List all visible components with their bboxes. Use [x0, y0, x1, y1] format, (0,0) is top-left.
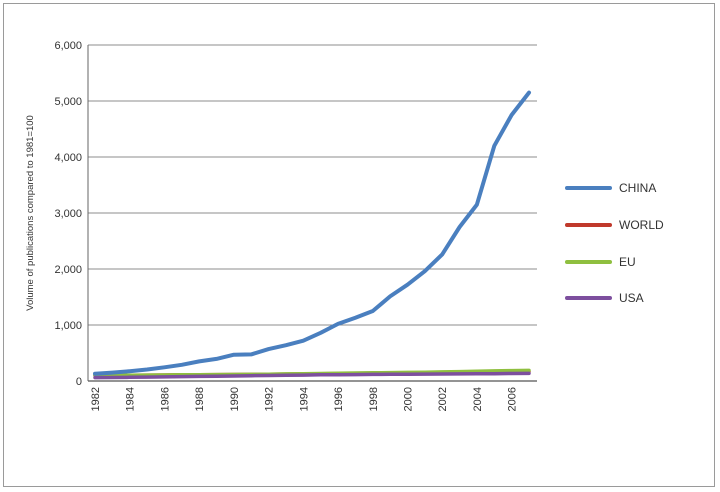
legend: CHINA WORLD EU USA — [565, 181, 664, 305]
y-tick-label: 5,000 — [54, 96, 82, 108]
x-tick-label: 1990 — [229, 387, 241, 411]
x-tick-label: 2000 — [402, 387, 414, 411]
x-tick-label: 2006 — [507, 387, 519, 411]
legend-label-eu: EU — [619, 255, 636, 269]
legend-label-usa: USA — [619, 291, 644, 305]
y-tick-label: 0 — [76, 376, 82, 388]
y-axis-label: Volume of publications compared to 1981=… — [25, 115, 36, 311]
series-line-usa — [93, 371, 531, 380]
x-tick-label: 2004 — [472, 387, 484, 411]
x-tick-label: 1986 — [159, 387, 171, 411]
x-tick-label: 1994 — [298, 387, 310, 411]
x-tick-label: 1984 — [125, 387, 137, 411]
y-tick-label: 4,000 — [54, 152, 82, 164]
x-tick-label: 2002 — [437, 387, 449, 411]
y-tick-label: 3,000 — [54, 208, 82, 220]
x-tick-label: 1988 — [194, 387, 206, 411]
x-tick-label: 1998 — [368, 387, 380, 411]
legend-label-world: WORLD — [619, 218, 664, 232]
series-lines — [93, 90, 531, 380]
y-axis-ticks: 0 1,000 2,000 3,000 4,000 5,000 6,000 — [54, 40, 82, 388]
legend-label-china: CHINA — [619, 181, 656, 195]
y-tick-label: 2,000 — [54, 264, 82, 276]
chart-frame — [3, 3, 715, 487]
x-axis-ticks: 1982 1984 1986 1988 1990 1992 1994 1996 1998 2000… — [90, 387, 519, 411]
y-tick-label: 6,000 — [54, 40, 82, 52]
grid-lines — [87, 44, 537, 382]
x-tick-label: 1982 — [90, 387, 102, 411]
x-tick-label: 1996 — [333, 387, 345, 411]
y-tick-label: 1,000 — [54, 320, 82, 332]
x-tick-label: 1992 — [264, 387, 276, 411]
series-line-china — [93, 90, 531, 376]
